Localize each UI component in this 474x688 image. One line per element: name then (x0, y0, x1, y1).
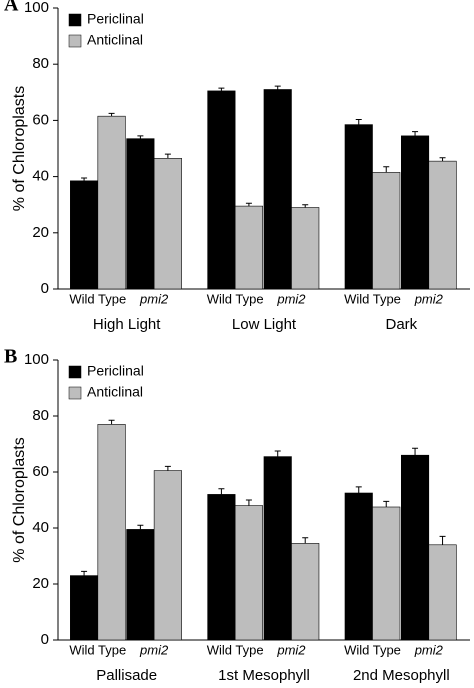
error-bar (355, 119, 362, 125)
legend-label: Periclinal (87, 11, 144, 27)
x-tick-label: Wild Type (69, 291, 126, 306)
error-bar (164, 465, 171, 471)
error-bar (218, 87, 225, 91)
x-tick-label: pmi2 (139, 291, 169, 306)
y-tick-label: 40 (32, 519, 49, 536)
x-tick-label: pmi2 (276, 642, 306, 657)
error-bar (245, 499, 252, 506)
y-tick-label: 100 (24, 0, 49, 16)
bar (70, 575, 99, 641)
bar (153, 158, 182, 290)
bar (126, 138, 155, 290)
error-bar (302, 537, 309, 544)
y-tick-label: 20 (32, 224, 49, 241)
y-tick-label: 60 (32, 463, 49, 480)
group-label: Pallisade (96, 667, 157, 684)
y-tick-label: 20 (32, 575, 49, 592)
panel-label: A (4, 0, 19, 16)
x-tick-label: Wild Type (207, 642, 264, 657)
bar (400, 135, 430, 290)
error-bar (302, 204, 309, 208)
error-bar (137, 524, 144, 530)
x-tick-label: pmi2 (276, 291, 306, 306)
error-bar (274, 85, 281, 90)
error-bar (383, 166, 390, 173)
bar (263, 89, 292, 290)
group-label: Low Light (232, 316, 297, 333)
x-tick-label: Wild Type (69, 642, 126, 657)
x-tick-label: pmi2 (414, 642, 444, 657)
error-bar (412, 447, 419, 456)
error-bar (108, 419, 115, 425)
error-bar (164, 153, 171, 159)
legend-swatch (68, 365, 82, 379)
bar (153, 470, 182, 641)
bar (70, 180, 99, 290)
bar (207, 90, 236, 290)
legend-label: Periclinal (87, 363, 144, 379)
error-bar (383, 500, 390, 507)
legend-label: Anticlinal (87, 32, 143, 48)
bar (263, 456, 292, 641)
y-axis-label: % of Chloroplasts (11, 437, 28, 562)
bar (207, 494, 236, 641)
bar (344, 492, 373, 641)
y-tick-label: 100 (24, 351, 49, 368)
bar (428, 544, 457, 641)
bar (291, 543, 320, 641)
bar (97, 115, 126, 290)
legend-swatch (68, 13, 82, 27)
group-label: Dark (385, 316, 417, 333)
error-bar (412, 131, 419, 136)
bar (428, 160, 457, 290)
x-tick-label: Wild Type (344, 291, 401, 306)
bar (344, 124, 373, 290)
group-label: 2nd Mesophyll (353, 667, 450, 684)
error-bar (81, 177, 88, 181)
y-tick-label: 0 (41, 631, 49, 648)
y-tick-label: 80 (32, 407, 49, 424)
x-tick-label: Wild Type (207, 291, 264, 306)
error-bar (218, 488, 225, 495)
error-bar (108, 112, 115, 117)
bar (291, 207, 320, 290)
group-label: High Light (93, 316, 161, 333)
bar (126, 529, 155, 641)
bar (234, 205, 263, 290)
group-label: 1st Mesophyll (218, 667, 310, 684)
legend-swatch (68, 34, 82, 48)
error-bar (274, 450, 281, 457)
error-bar (81, 570, 88, 576)
error-bar (355, 486, 362, 493)
bar (97, 424, 126, 641)
panel-label: B (4, 346, 17, 368)
y-tick-label: 60 (32, 111, 49, 128)
error-bar (137, 135, 144, 139)
error-bar (439, 535, 446, 545)
error-bar (245, 202, 252, 207)
y-axis-label: % of Chloroplasts (11, 86, 28, 211)
error-bar (439, 157, 446, 162)
y-tick-label: 80 (32, 55, 49, 72)
bar (372, 506, 401, 641)
legend-swatch (68, 386, 82, 400)
x-tick-label: pmi2 (414, 291, 444, 306)
x-tick-label: pmi2 (139, 642, 169, 657)
y-tick-label: 40 (32, 168, 49, 185)
bar (234, 505, 263, 641)
bar (400, 454, 430, 641)
bar (372, 172, 401, 290)
y-tick-label: 0 (41, 280, 49, 297)
legend-label: Anticlinal (87, 384, 143, 400)
x-tick-label: Wild Type (344, 642, 401, 657)
